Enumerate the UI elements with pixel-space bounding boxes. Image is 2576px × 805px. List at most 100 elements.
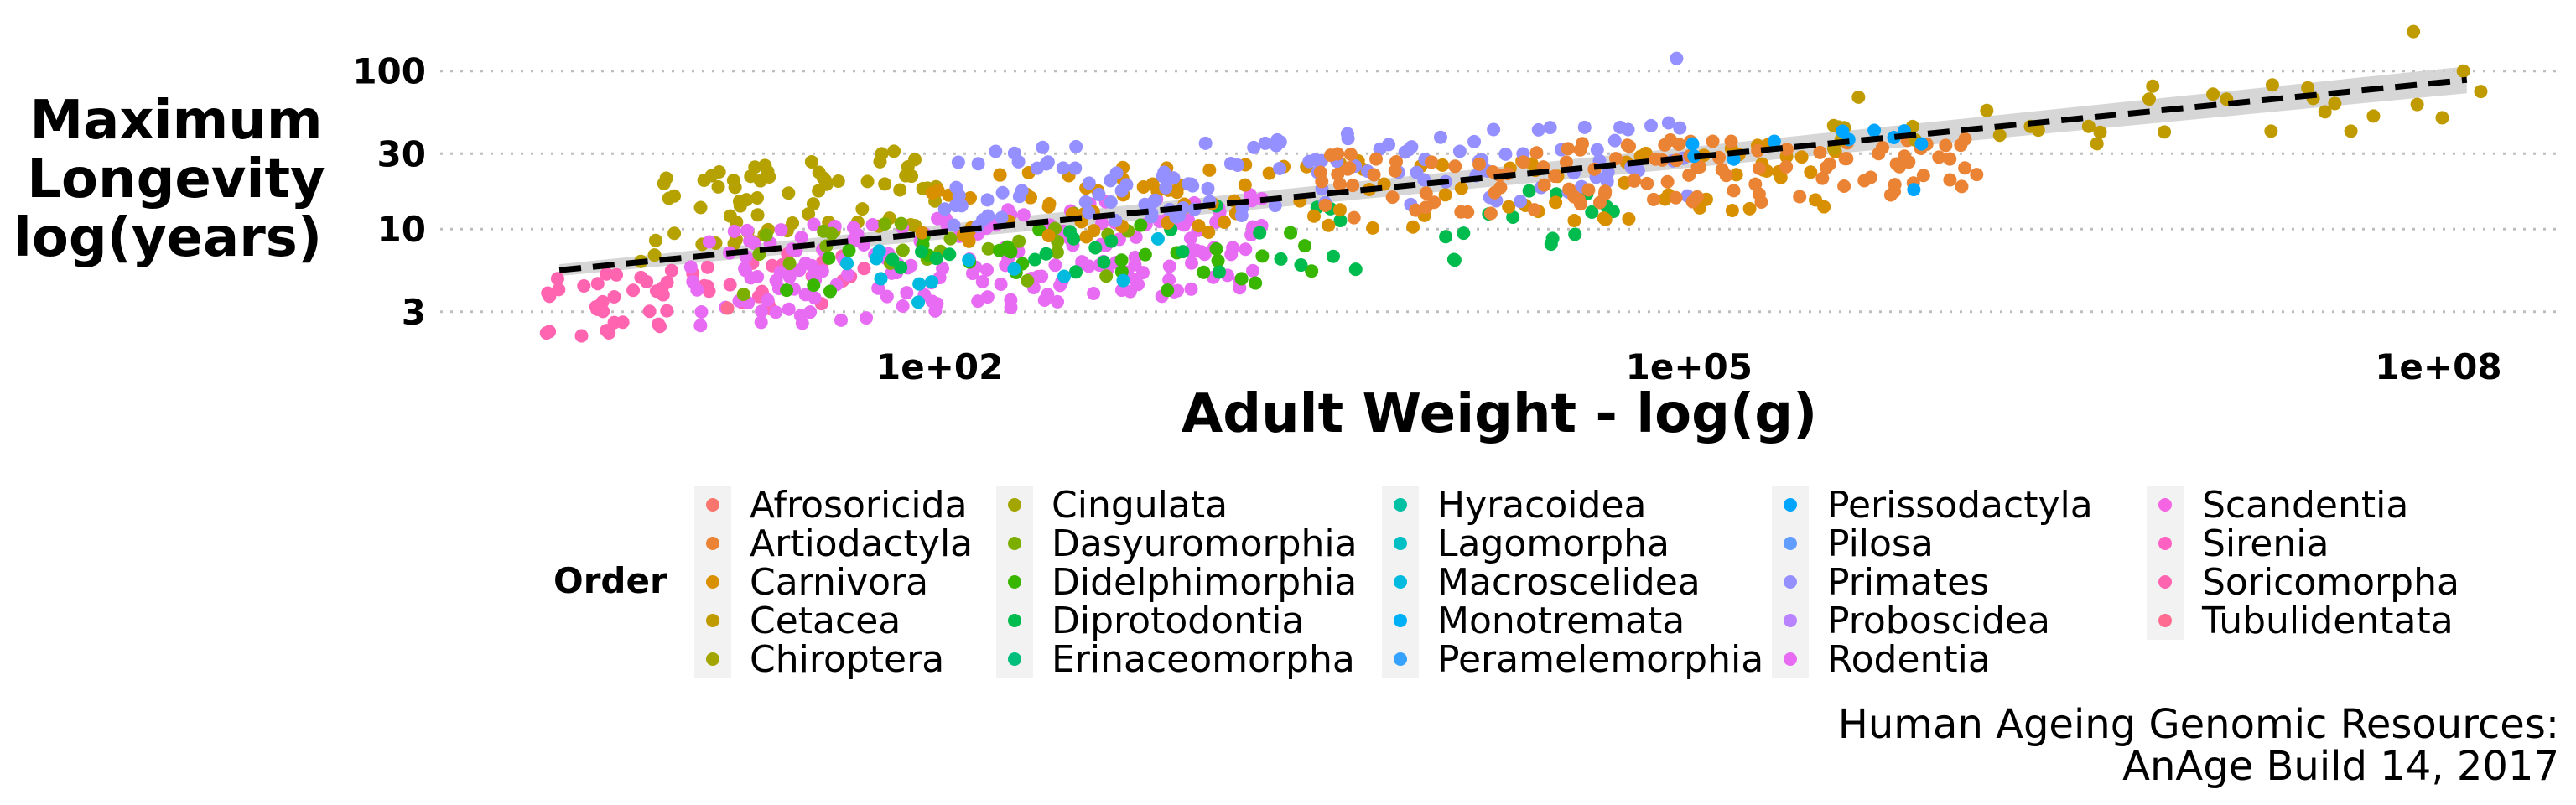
data-point xyxy=(761,293,775,307)
data-point xyxy=(1185,256,1199,270)
data-point xyxy=(1198,136,1213,150)
data-point xyxy=(949,180,963,195)
data-point xyxy=(824,226,839,241)
data-point xyxy=(664,263,678,278)
data-point xyxy=(1069,139,1083,153)
data-point xyxy=(1028,252,1042,267)
data-point xyxy=(1690,190,1704,204)
data-point xyxy=(1238,178,1252,192)
x-axis-ticks: 1e+02 1e+05 1e+08 xyxy=(876,346,2502,387)
legend-item: Hyracoidea xyxy=(1382,484,1646,527)
legend-label: Soricomorpha xyxy=(2202,561,2459,604)
data-point xyxy=(1752,161,1766,175)
legend-key-dot xyxy=(1008,652,1021,666)
data-point xyxy=(1039,247,1053,261)
data-point xyxy=(2301,80,2315,95)
data-point xyxy=(711,179,725,194)
data-point xyxy=(1104,195,1118,209)
data-point xyxy=(552,283,566,297)
data-point xyxy=(2410,97,2424,112)
data-point xyxy=(667,226,682,241)
legend-item: Artiodactyla xyxy=(694,522,973,565)
data-point xyxy=(869,252,883,266)
legend-label: Chiroptera xyxy=(750,638,944,681)
data-point xyxy=(1012,234,1026,248)
legend-key-dot xyxy=(1394,614,1407,627)
x-tick-label: 1e+02 xyxy=(876,346,1003,387)
legend-key-dot xyxy=(1394,652,1407,666)
data-point xyxy=(1249,276,1263,290)
legend-label: Primates xyxy=(1827,561,1989,604)
data-point xyxy=(1212,265,1226,279)
data-point xyxy=(840,267,854,282)
y-tick-label: 100 xyxy=(352,51,426,92)
data-point xyxy=(1914,137,1929,151)
data-point xyxy=(894,260,908,274)
data-point xyxy=(2142,92,2156,106)
legend-title: Order xyxy=(553,560,667,601)
data-point xyxy=(702,235,716,249)
data-point xyxy=(1943,152,1957,166)
data-point xyxy=(1607,133,1622,148)
data-point xyxy=(943,247,957,262)
data-point xyxy=(842,243,856,257)
data-point xyxy=(1162,273,1176,287)
data-point xyxy=(2366,109,2381,123)
data-point xyxy=(1448,159,1462,174)
data-point xyxy=(1597,211,1611,226)
data-point xyxy=(1419,186,1433,200)
legend-item: Afrosoricida xyxy=(694,484,968,527)
data-point xyxy=(700,260,714,274)
data-point xyxy=(1041,229,1056,243)
data-point xyxy=(2158,125,2172,139)
data-point xyxy=(600,324,614,338)
data-point xyxy=(1522,184,1536,198)
data-point xyxy=(954,199,969,213)
data-point xyxy=(1576,137,1590,151)
data-point xyxy=(1793,190,1807,204)
data-point xyxy=(577,278,591,293)
data-point xyxy=(1867,123,1882,138)
legend-key-dot xyxy=(2158,498,2172,512)
data-point xyxy=(1197,265,1211,279)
data-point xyxy=(769,305,783,319)
data-point xyxy=(693,319,708,333)
data-point xyxy=(805,258,819,273)
data-point xyxy=(720,301,735,315)
legend-label: Cetacea xyxy=(750,600,901,642)
data-point xyxy=(1347,210,1361,225)
legend-key-dot xyxy=(1784,498,1797,512)
data-point xyxy=(1598,184,1613,199)
data-point xyxy=(979,262,994,277)
data-point xyxy=(1815,171,1830,185)
data-point xyxy=(2318,105,2332,119)
data-point xyxy=(1742,201,1757,216)
legend-label: Didelphimorphia xyxy=(1052,561,1357,604)
data-point xyxy=(1087,286,1101,300)
data-point xyxy=(792,263,807,278)
data-point xyxy=(894,216,908,231)
data-point xyxy=(1230,158,1244,172)
data-point xyxy=(1004,245,1018,259)
data-point xyxy=(754,315,768,330)
data-point xyxy=(2474,85,2488,99)
data-point xyxy=(1682,168,1696,182)
data-point xyxy=(782,186,796,200)
data-point xyxy=(1767,134,1781,148)
data-point xyxy=(1201,181,1215,195)
x-axis-label: Adult Weight - log(g) xyxy=(1182,383,1818,445)
legend-item: Diprotodontia xyxy=(996,600,1304,642)
data-point xyxy=(1056,161,1070,175)
data-point xyxy=(981,209,995,223)
data-point xyxy=(1506,210,1520,224)
legend-key-dot xyxy=(1394,575,1407,589)
data-point xyxy=(1346,179,1360,193)
data-point xyxy=(911,295,926,309)
scatter-points xyxy=(539,24,2488,343)
data-point xyxy=(905,169,919,184)
data-point xyxy=(727,224,741,238)
data-point xyxy=(1109,166,1124,180)
data-point xyxy=(1820,160,1834,174)
data-point xyxy=(1051,294,1065,309)
legend-key-dot xyxy=(1784,614,1797,627)
